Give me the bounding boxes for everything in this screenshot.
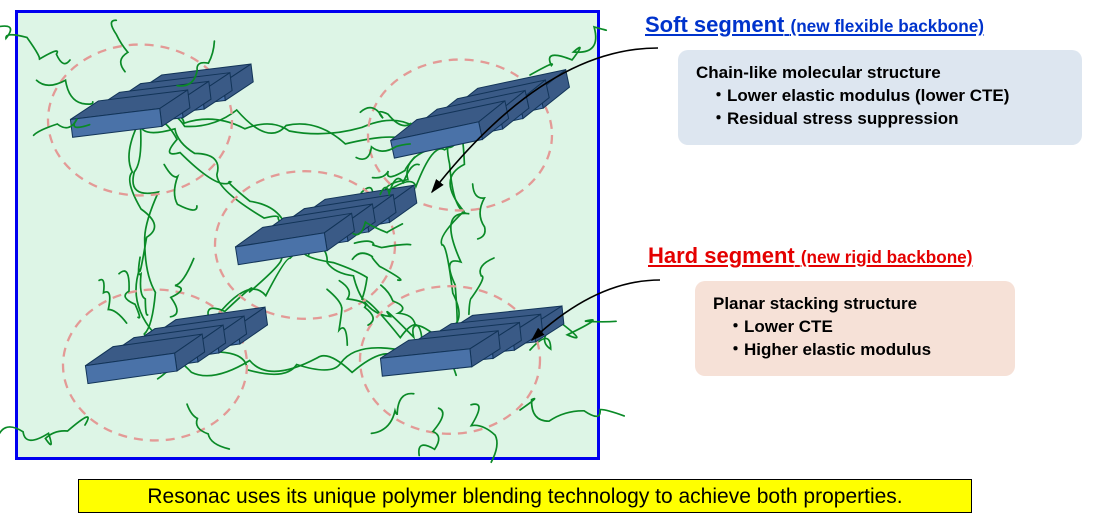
hard-segment-heading: Hard segment (new rigid backbone) [648,243,972,269]
info-bullet: ・Residual stress suppression [696,108,1064,131]
soft-line1: Chain-like molecular structure [696,62,1064,85]
banner-text: Resonac uses its unique polymer blending… [147,485,902,508]
info-bullet: ・Higher elastic modulus [713,339,997,362]
hard-title-sub: (new rigid backbone) [801,247,973,267]
info-bullet: ・Lower elastic modulus (lower CTE) [696,85,1064,108]
info-bullet: ・Lower CTE [713,316,997,339]
soft-segment-heading: Soft segment (new flexible backbone) [645,12,984,38]
diagram-box [15,10,600,460]
soft-segment-info-box: Chain-like molecular structure ・Lower el… [678,50,1082,145]
hard-title-main: Hard segment [648,243,795,268]
soft-title-sub: (new flexible backbone) [790,16,984,36]
bottom-banner: Resonac uses its unique polymer blending… [78,479,972,513]
soft-title-main: Soft segment [645,12,784,37]
hard-line1: Planar stacking structure [713,293,997,316]
hard-segment-info-box: Planar stacking structure ・Lower CTE・Hig… [695,281,1015,376]
